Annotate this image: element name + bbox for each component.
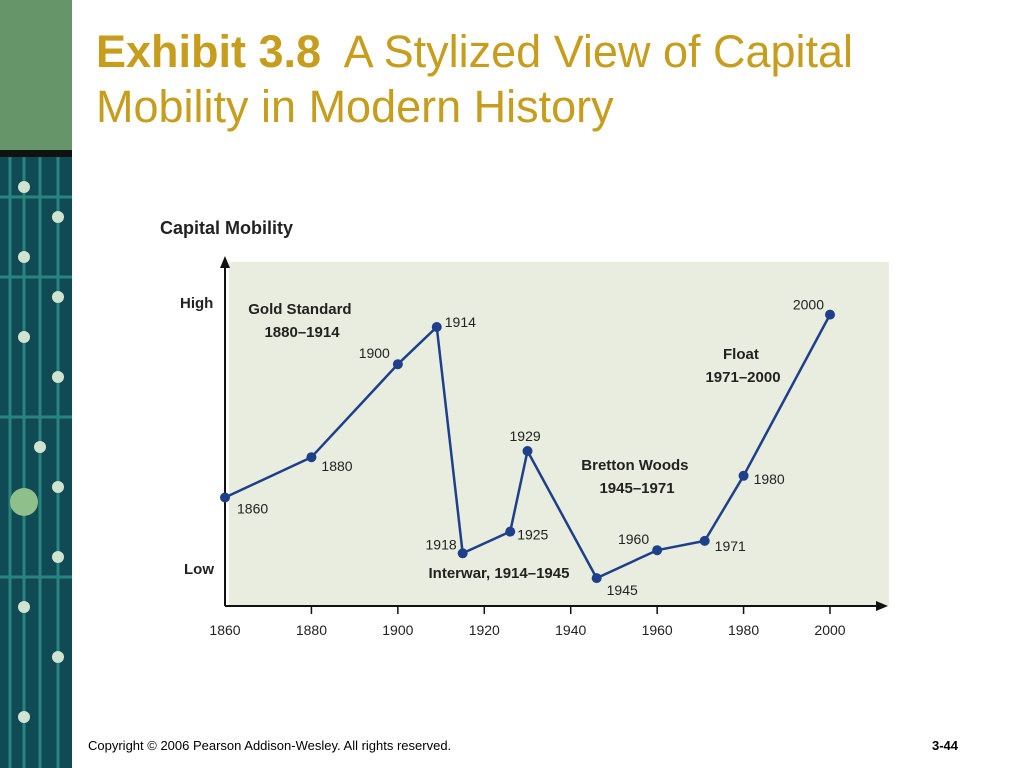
data-point (457, 548, 468, 559)
annotation-float-line2: 1971–2000 (705, 369, 780, 386)
annotation-gold-standard-line1: Gold Standard (248, 301, 351, 318)
data-point-label: 1914 (445, 314, 476, 330)
data-point-label: 1960 (618, 531, 649, 547)
page-number: 3-44 (932, 738, 959, 753)
data-point (522, 446, 533, 456)
capital-mobility-chart: 1860 1880 1900 1920 1940 1960 1980 2000 1860 1880… (160, 218, 889, 638)
data-point-label: 1925 (517, 527, 548, 543)
data-point (738, 470, 749, 481)
x-tick-label: 2000 (814, 622, 845, 638)
data-point-label: 1945 (607, 582, 638, 598)
x-tick-label: 1880 (296, 622, 327, 638)
data-point (699, 535, 710, 546)
data-point-label: 1980 (754, 471, 785, 487)
title-text: A Stylized View of Capital Mobility in M… (96, 26, 854, 132)
y-axis-arrow (220, 256, 230, 268)
x-tick-label: 1900 (382, 622, 413, 638)
y-low-label: Low (184, 561, 214, 578)
data-point-label: 1971 (715, 538, 746, 554)
annotation-interwar-line1: Interwar, 1914–1945 (429, 565, 570, 582)
annotation-interwar: Interwar, 1914–1945 (429, 565, 570, 582)
slide-title: Exhibit 3.8 A Stylized View of Capital M… (96, 24, 996, 134)
x-tick-label: 1920 (469, 622, 500, 638)
annotation-bretton-woods-line1: Bretton Woods (581, 457, 688, 474)
circuit-pattern-icon (0, 157, 72, 768)
data-point-label: 1929 (510, 428, 541, 444)
annotation-float: Float 1971–2000 (705, 346, 780, 386)
data-point-label: 1880 (321, 458, 352, 474)
annotation-float-line1: Float (723, 346, 759, 363)
data-point-label: 1900 (359, 345, 390, 361)
data-point (591, 573, 602, 584)
data-point (220, 492, 230, 503)
annotation-gold-standard-line2: 1880–1914 (264, 324, 340, 341)
data-point-label: 1918 (426, 536, 457, 552)
sidebar-circuit-image (0, 157, 72, 768)
annotation-bretton-woods: Bretton Woods 1945–1971 (581, 457, 692, 497)
x-tick-label: 1940 (555, 622, 586, 638)
x-axis-arrow (876, 601, 888, 611)
sidebar-divider (0, 150, 72, 157)
x-tick-label: 1860 (209, 622, 240, 638)
plot-background (229, 262, 889, 606)
data-point (505, 526, 516, 537)
sidebar-green-block (0, 0, 72, 150)
y-axis-title: Capital Mobility (160, 218, 293, 238)
x-tick-label: 1980 (728, 622, 759, 638)
data-point (825, 309, 835, 320)
data-point (306, 452, 317, 463)
y-high-label: High (180, 295, 213, 312)
title-exhibit-number: Exhibit 3.8 (96, 26, 322, 77)
annotation-bretton-woods-line2: 1945–1971 (599, 480, 674, 497)
data-point (392, 359, 403, 370)
copyright-footer: Copyright © 2006 Pearson Addison-Wesley.… (88, 738, 452, 753)
x-tick-label: 1960 (642, 622, 673, 638)
data-point-label: 1860 (237, 501, 268, 517)
data-point (652, 545, 663, 556)
data-point (431, 322, 442, 332)
data-point-label: 2000 (793, 297, 824, 313)
annotation-gold-standard: Gold Standard 1880–1914 (248, 301, 356, 341)
series-line (224, 314, 832, 580)
